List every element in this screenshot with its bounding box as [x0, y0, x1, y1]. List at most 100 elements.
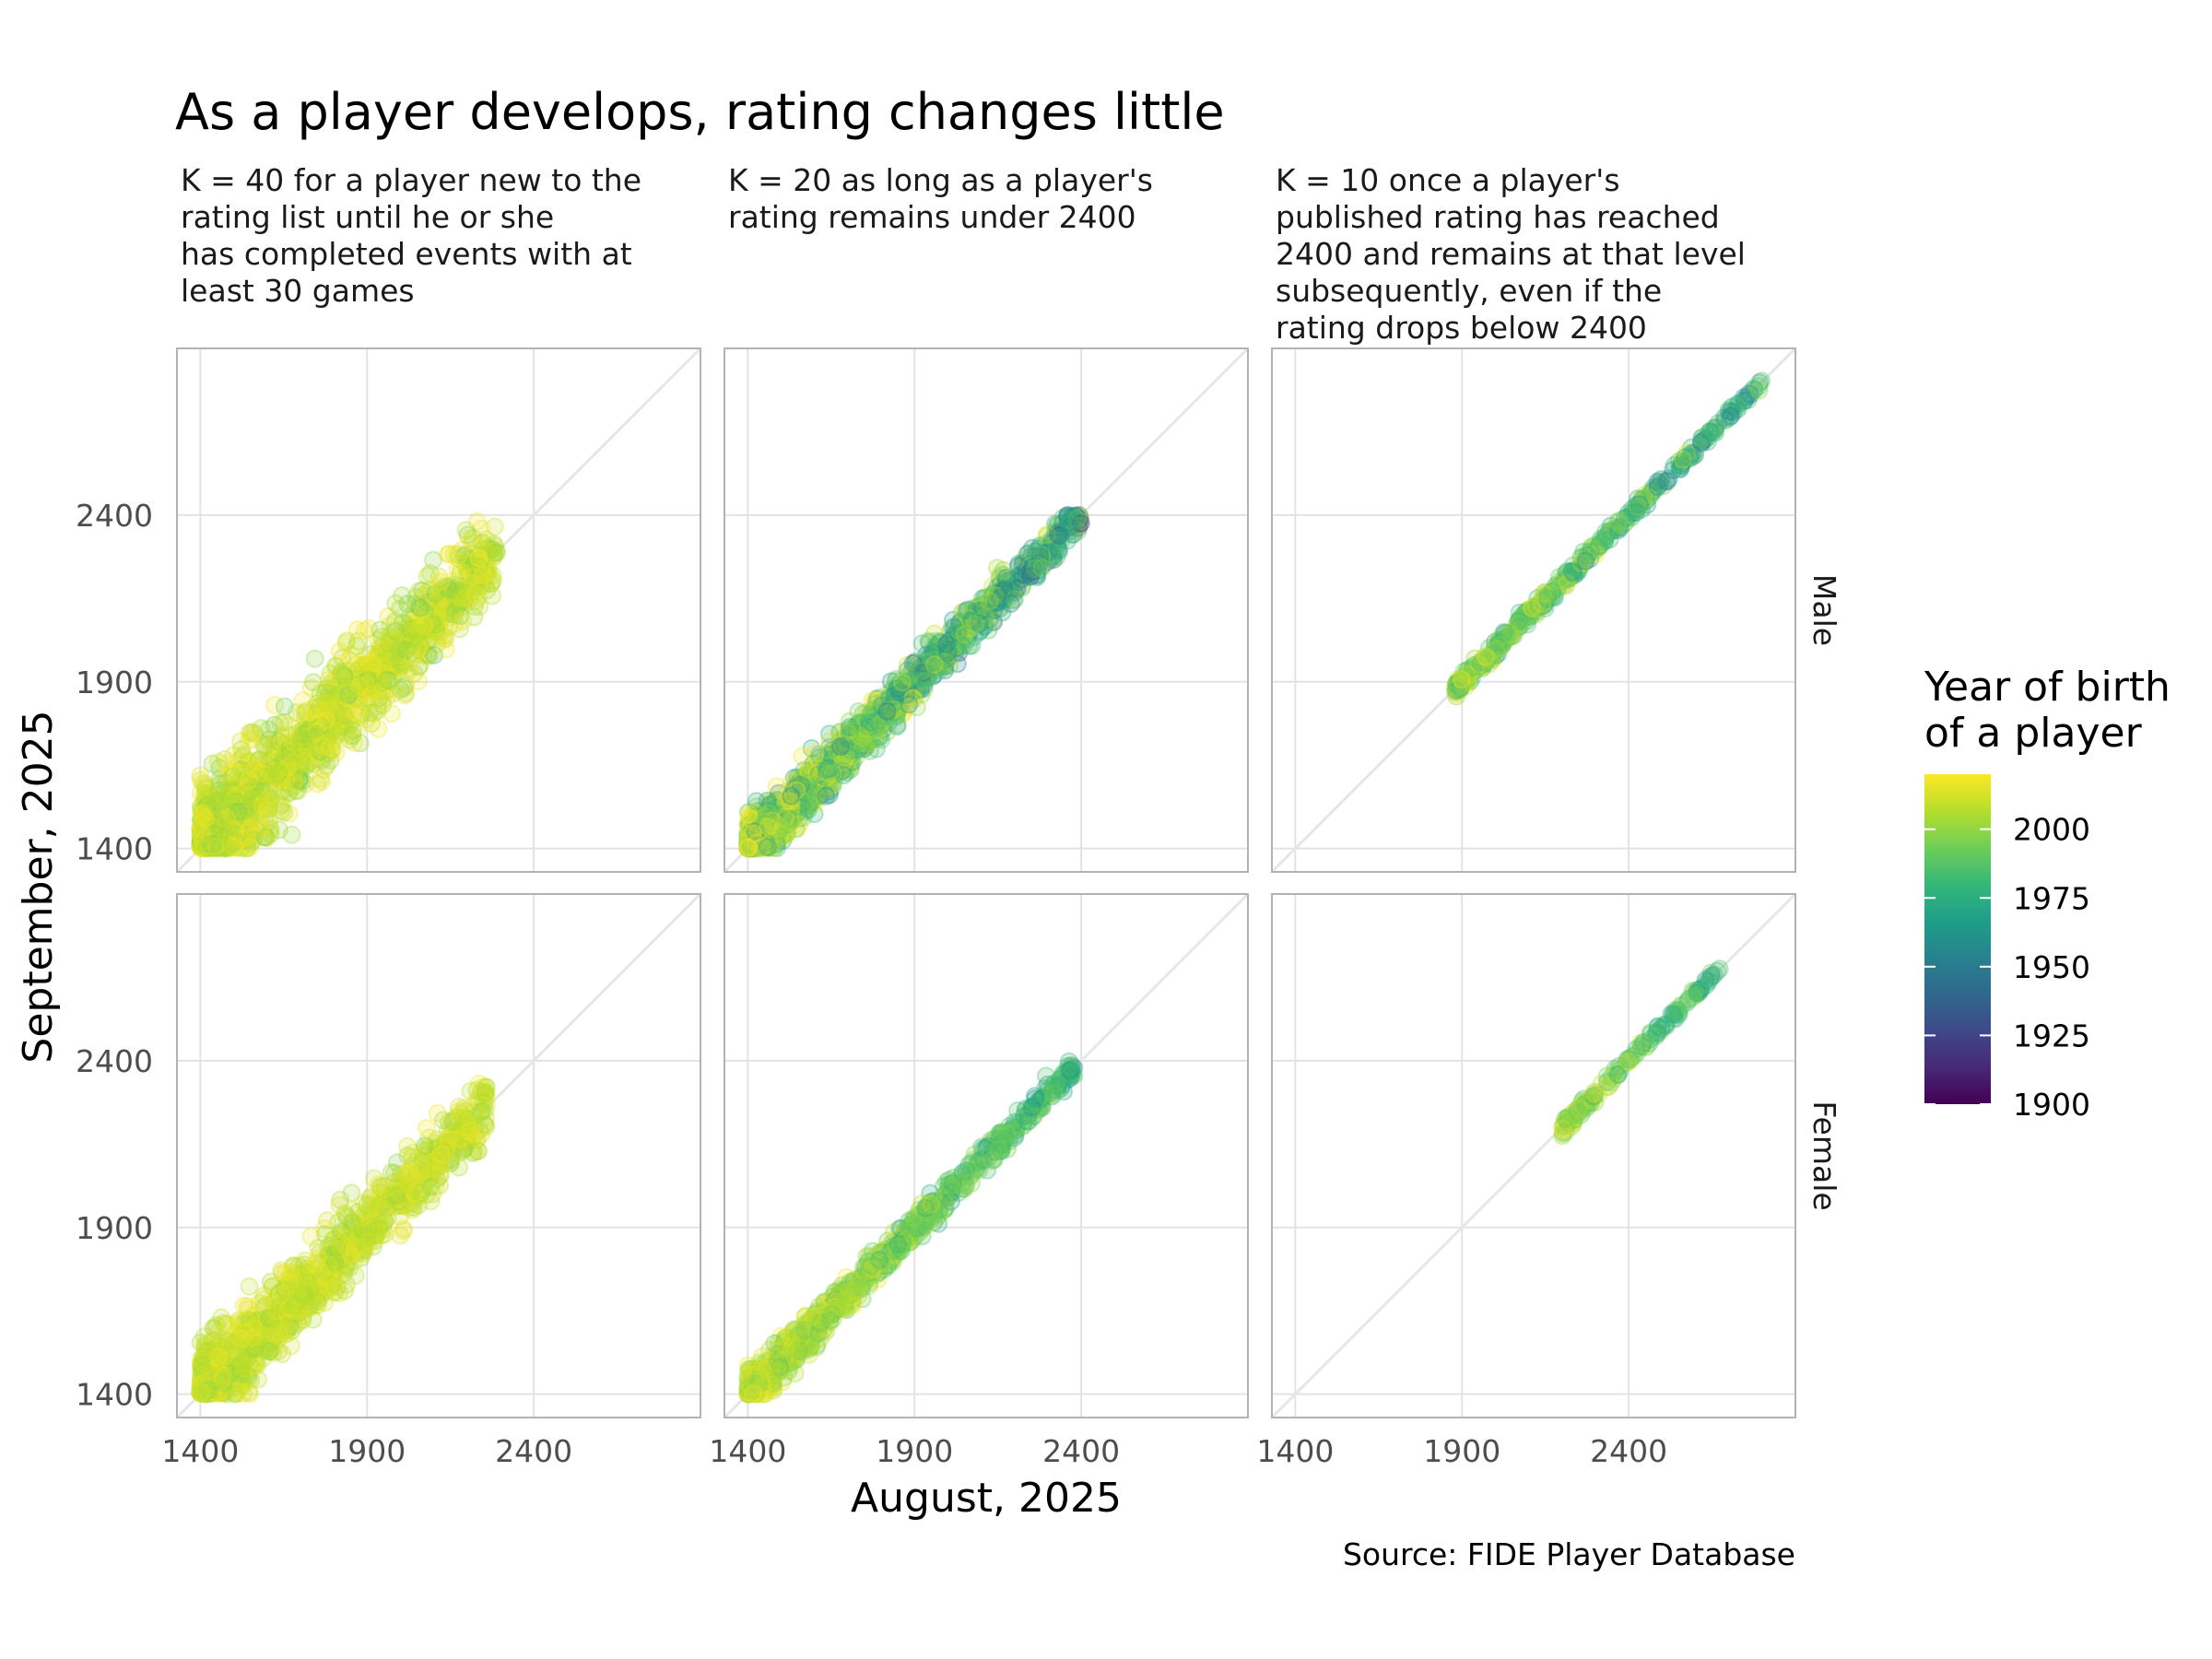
data-point	[225, 1334, 244, 1353]
data-point	[861, 712, 879, 731]
data-point	[953, 1164, 971, 1183]
data-point	[281, 778, 300, 796]
data-point	[305, 1296, 324, 1315]
data-point	[342, 1213, 361, 1232]
data-point	[369, 682, 388, 700]
data-point	[810, 773, 830, 793]
data-point	[229, 1356, 249, 1375]
data-point	[193, 1382, 212, 1402]
data-point	[335, 1224, 354, 1243]
data-point	[198, 821, 218, 841]
data-point	[825, 752, 844, 771]
data-point	[241, 782, 261, 801]
data-point	[1632, 500, 1652, 519]
data-point	[348, 631, 368, 651]
data-point	[281, 766, 300, 785]
data-point	[412, 1165, 430, 1184]
data-point	[244, 723, 264, 742]
data-point	[1550, 571, 1570, 591]
point-layer	[191, 1074, 496, 1404]
data-point	[810, 759, 830, 778]
data-point	[400, 606, 419, 626]
data-point	[240, 724, 259, 743]
data-point	[393, 586, 412, 606]
data-point	[767, 825, 786, 844]
data-point	[862, 700, 881, 720]
data-point	[1038, 552, 1057, 571]
data-point	[242, 1359, 262, 1378]
data-point	[755, 1371, 774, 1391]
data-point	[260, 1310, 279, 1329]
data-point	[1030, 547, 1050, 567]
data-point	[368, 646, 387, 665]
data-point	[1488, 639, 1508, 658]
data-point	[197, 1381, 216, 1400]
data-point	[781, 788, 800, 807]
data-point	[268, 1283, 288, 1302]
data-point	[980, 602, 999, 621]
data-point	[900, 672, 919, 691]
data-point	[775, 802, 794, 821]
data-point	[787, 781, 806, 800]
data-point	[826, 760, 845, 780]
data-point	[807, 787, 827, 806]
data-point	[1447, 676, 1466, 695]
data-point	[992, 1123, 1011, 1142]
data-point	[754, 837, 773, 856]
data-point	[284, 1297, 303, 1316]
data-point	[271, 1295, 290, 1313]
data-point	[863, 711, 882, 730]
data-point	[897, 685, 915, 704]
data-point	[254, 828, 274, 847]
data-point	[421, 1192, 441, 1211]
data-point	[417, 1185, 436, 1205]
data-point	[290, 771, 310, 791]
data-point	[200, 839, 219, 858]
data-point	[324, 705, 343, 724]
data-point	[777, 1331, 796, 1350]
data-point	[428, 1139, 447, 1159]
data-point	[407, 644, 427, 664]
data-point	[275, 1280, 294, 1300]
data-point	[757, 813, 776, 832]
data-point	[1571, 556, 1591, 575]
data-point	[887, 669, 906, 688]
data-point	[1456, 673, 1476, 692]
data-point	[364, 662, 382, 681]
data-point	[835, 754, 854, 773]
data-point	[466, 1092, 486, 1112]
data-point	[880, 688, 899, 708]
data-point	[305, 698, 324, 717]
data-point	[1025, 1096, 1044, 1115]
data-point	[1627, 497, 1646, 516]
data-point	[865, 701, 883, 720]
data-point	[193, 1383, 212, 1403]
data-point	[790, 772, 809, 792]
data-point	[1616, 513, 1635, 532]
data-point	[1497, 626, 1516, 645]
data-point	[318, 728, 337, 747]
data-point	[886, 692, 904, 711]
data-point	[265, 1291, 284, 1311]
data-point	[739, 830, 759, 850]
data-point	[206, 837, 226, 856]
data-point	[465, 555, 485, 574]
data-point	[935, 651, 955, 670]
data-point	[196, 794, 216, 814]
data-point	[200, 1384, 219, 1403]
data-point	[953, 1166, 972, 1185]
data-point	[231, 760, 251, 780]
data-point	[437, 584, 456, 604]
data-point	[894, 1226, 913, 1245]
data-point	[914, 676, 934, 695]
data-point	[820, 785, 839, 805]
data-point	[278, 725, 298, 745]
data-point	[322, 1246, 341, 1265]
data-point	[819, 724, 839, 744]
data-point	[272, 1305, 291, 1324]
data-point	[759, 835, 778, 854]
data-point	[952, 636, 971, 655]
data-point	[1496, 623, 1515, 642]
data-point	[472, 575, 491, 594]
data-point	[739, 837, 758, 856]
